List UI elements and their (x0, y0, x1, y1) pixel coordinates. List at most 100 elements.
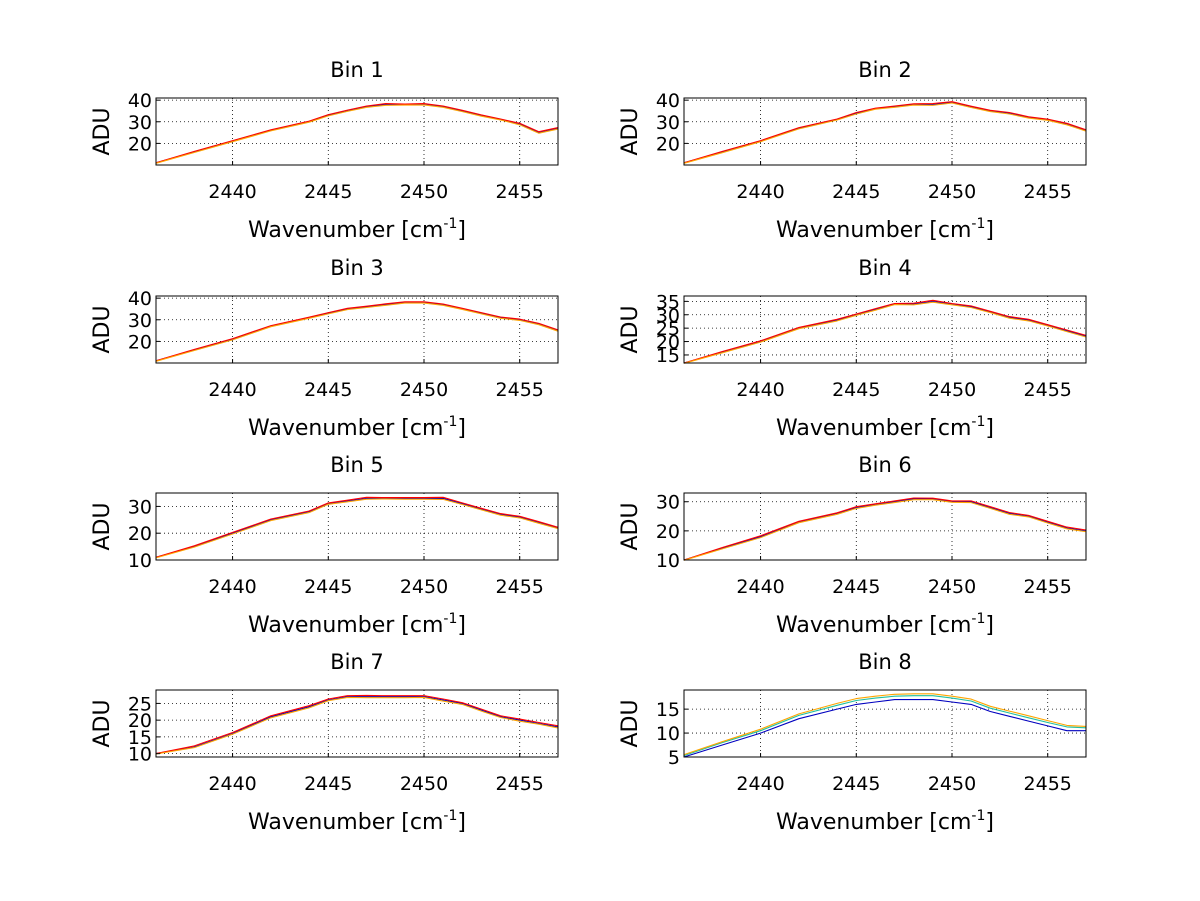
plot-area (156, 296, 558, 363)
series-line (683, 497, 1087, 561)
y-tick-label: 30 (656, 492, 680, 514)
x-tick-label: 2450 (928, 379, 976, 401)
subplot-title: Bin 1 (330, 58, 384, 82)
x-tick-label: 2445 (304, 379, 352, 401)
x-axis-label: Wavenumber [cm-1] (248, 808, 466, 835)
x-axis-label: Wavenumber [cm-1] (776, 216, 994, 243)
axes-frame (683, 295, 1087, 364)
x-tick-label: 2455 (1024, 576, 1072, 598)
series-line (155, 696, 559, 755)
plot-area (684, 690, 1086, 757)
x-tick-label: 2445 (832, 379, 880, 401)
x-axis-label-sup: -1 (971, 216, 985, 232)
y-tick-label: 40 (656, 90, 680, 112)
y-tick-label: 35 (656, 291, 680, 313)
series-line (683, 693, 1087, 756)
x-tick-label: 2450 (928, 181, 976, 203)
series-line (155, 496, 559, 558)
y-tick-label: 40 (128, 288, 152, 310)
subplot-bin-6: 2440 2445 2450 2455 10 20 30 Bin 6 Wavenumber [c… (618, 453, 1087, 638)
y-tick-label: 30 (128, 310, 152, 332)
series-line (155, 694, 559, 755)
y-tick-label: 10 (656, 723, 680, 745)
x-tick-label: 2445 (304, 773, 352, 795)
y-tick-label: 15 (656, 699, 680, 721)
y-tick-label: 10 (128, 550, 152, 572)
x-tick-label: 2440 (736, 181, 784, 203)
y-axis-label: ADU (618, 305, 643, 353)
x-axis-label-sup: -1 (443, 808, 457, 824)
x-axis-label-main: Wavenumber [cm (776, 810, 971, 835)
x-axis-label-end: ] (985, 416, 994, 441)
x-axis-label-sup: -1 (443, 414, 457, 430)
y-tick-label: 25 (656, 318, 680, 340)
series-line (683, 699, 1086, 758)
x-tick-label: 2455 (496, 181, 544, 203)
axes-frame (683, 492, 1087, 561)
series-line (683, 299, 1087, 364)
x-axis-label-end: ] (457, 416, 466, 441)
y-tick-label: 10 (656, 550, 680, 572)
x-tick-label: 2455 (496, 379, 544, 401)
x-tick-label: 2440 (736, 576, 784, 598)
series-line (683, 695, 1087, 757)
y-tick-label: 20 (128, 133, 152, 155)
y-tick-label: 30 (656, 305, 680, 327)
y-tick-label: 20 (656, 521, 680, 543)
plot-area (684, 98, 1086, 165)
x-axis-label-end: ] (457, 218, 466, 243)
x-axis-label-sup: -1 (443, 611, 457, 627)
y-tick-label: 15 (128, 727, 152, 749)
x-tick-label: 2445 (832, 576, 880, 598)
x-tick-label: 2450 (400, 181, 448, 203)
series-line (155, 302, 559, 362)
series-line (155, 498, 559, 559)
x-tick-label: 2440 (208, 181, 256, 203)
x-tick-label: 2440 (208, 773, 256, 795)
axes-frame (155, 295, 559, 364)
x-axis-label: Wavenumber [cm-1] (248, 611, 466, 638)
subplot-title: Bin 2 (858, 58, 912, 82)
subplot-title: Bin 5 (330, 453, 384, 477)
x-axis-label-sup: -1 (971, 611, 985, 627)
x-tick-label: 2455 (1024, 181, 1072, 203)
subplot-bin-5: 2440 2445 2450 2455 10 20 30 Bin 5 Wavenumber [c… (90, 453, 559, 638)
x-axis-label-main: Wavenumber [cm (248, 613, 443, 638)
x-axis-label-end: ] (457, 613, 466, 638)
y-tick-label: 5 (668, 747, 680, 769)
x-axis-label: Wavenumber [cm-1] (776, 611, 994, 638)
x-axis-label-main: Wavenumber [cm (776, 218, 971, 243)
y-tick-label: 25 (128, 693, 152, 715)
x-tick-label: 2450 (400, 773, 448, 795)
x-axis-label-sup: -1 (443, 216, 457, 232)
x-axis-label: Wavenumber [cm-1] (776, 808, 994, 835)
x-axis-label-main: Wavenumber [cm (776, 613, 971, 638)
x-axis-label-sup: -1 (971, 808, 985, 824)
x-tick-label: 2450 (928, 576, 976, 598)
x-axis-label-end: ] (985, 218, 994, 243)
y-axis-label: ADU (618, 107, 643, 155)
series-line (155, 497, 559, 558)
y-tick-label: 15 (656, 345, 680, 367)
x-tick-label: 2455 (496, 773, 544, 795)
x-axis-label-sup: -1 (971, 414, 985, 430)
y-tick-label: 20 (656, 332, 680, 354)
x-axis-label-main: Wavenumber [cm (776, 416, 971, 441)
y-axis-label: ADU (90, 502, 115, 550)
series-line (683, 101, 1087, 164)
subplot-title: Bin 6 (858, 453, 912, 477)
x-tick-label: 2445 (832, 181, 880, 203)
x-tick-label: 2450 (400, 379, 448, 401)
y-tick-label: 30 (656, 112, 680, 134)
axes-frame (683, 689, 1087, 758)
y-axis-label: ADU (618, 699, 643, 747)
y-tick-label: 20 (128, 710, 152, 732)
x-tick-label: 2440 (736, 379, 784, 401)
series-line (155, 104, 559, 164)
subplot-title: Bin 3 (330, 256, 384, 280)
subplot-title: Bin 8 (858, 650, 912, 674)
x-tick-label: 2445 (304, 181, 352, 203)
